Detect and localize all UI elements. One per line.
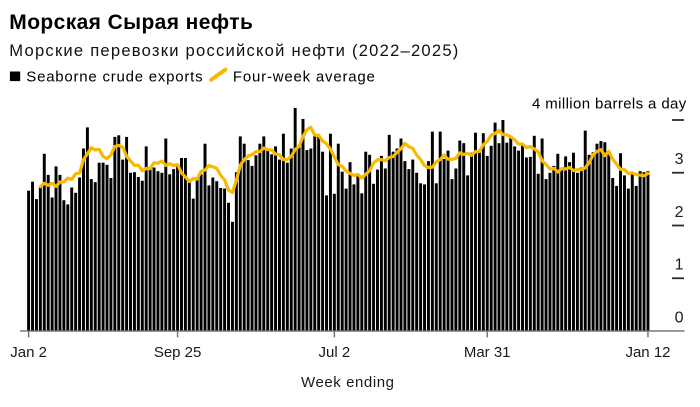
svg-text:Jul 2: Jul 2 — [319, 344, 351, 361]
svg-text:0: 0 — [675, 309, 684, 326]
svg-text:3: 3 — [675, 151, 684, 168]
svg-text:1: 1 — [675, 257, 684, 274]
svg-text:Морские перевозки российской н: Морские перевозки российской нефти (2022… — [9, 41, 458, 60]
svg-text:Jan 2: Jan 2 — [10, 344, 47, 361]
svg-text:Морская Сырая нефть: Морская Сырая нефть — [9, 11, 253, 34]
svg-text:Week ending: Week ending — [301, 374, 394, 391]
svg-text:2: 2 — [675, 204, 684, 221]
svg-text:Seaborne crude exports: Seaborne crude exports — [26, 68, 202, 85]
svg-text:Jan 12: Jan 12 — [625, 344, 670, 361]
svg-text:Sep 25: Sep 25 — [154, 344, 202, 361]
svg-text:Mar 31: Mar 31 — [464, 344, 511, 361]
svg-text:Four-week average: Four-week average — [233, 68, 375, 85]
svg-text:4 million barrels a day: 4 million barrels a day — [532, 96, 687, 113]
